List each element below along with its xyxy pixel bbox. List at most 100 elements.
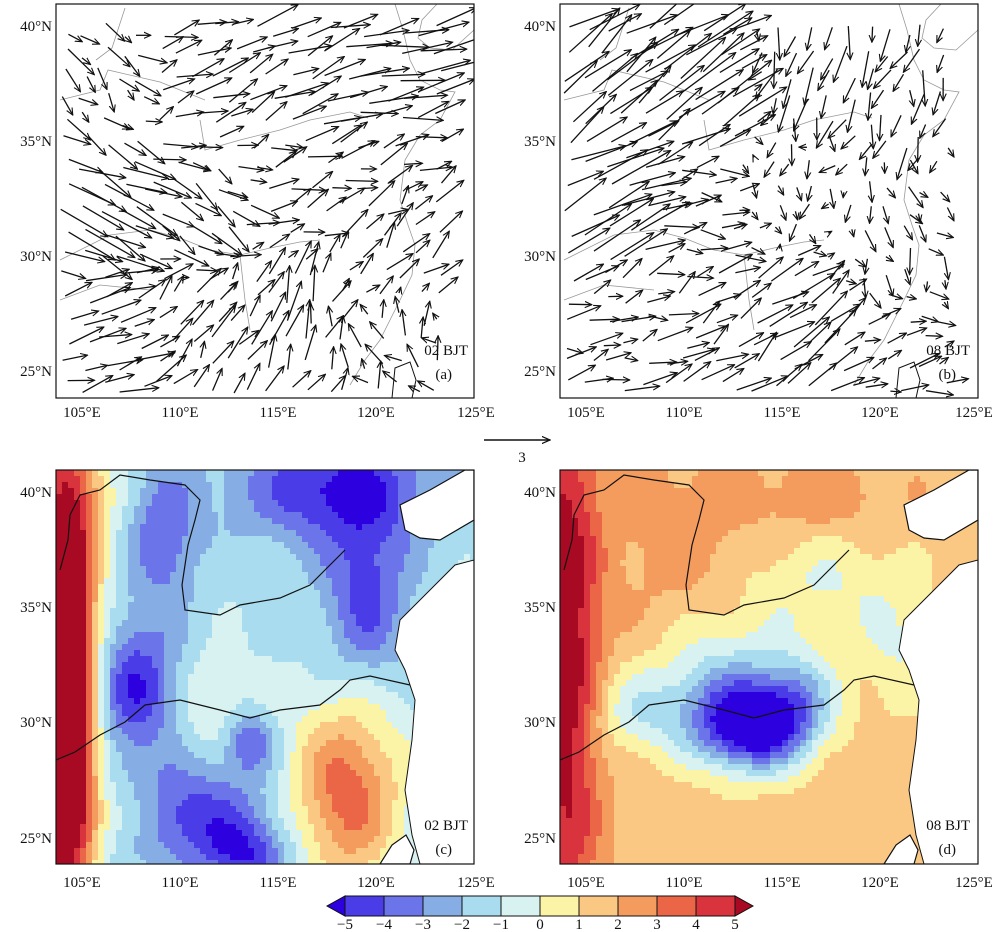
field-cell	[404, 830, 411, 837]
field-cell	[116, 650, 123, 657]
field-cell	[92, 770, 99, 777]
field-cell	[170, 584, 177, 591]
field-cell	[392, 608, 399, 615]
wind-vector	[62, 355, 88, 361]
field-cell	[374, 512, 381, 519]
field-cell	[332, 638, 339, 645]
field-cell	[410, 596, 417, 603]
field-cell	[134, 734, 141, 741]
wind-vector	[918, 24, 920, 47]
wind-vector	[265, 366, 285, 392]
field-cell	[200, 524, 207, 531]
field-cell	[314, 668, 321, 675]
field-cell	[200, 470, 207, 477]
field-cell	[128, 644, 135, 651]
field-cell	[158, 524, 165, 531]
field-cell	[314, 674, 321, 681]
field-cell	[74, 674, 81, 681]
field-cell	[86, 716, 93, 723]
field-cell	[338, 692, 345, 699]
panel-b: 105°E 110°E 115°E 120°E 125°E 25°N 30°N …	[524, 3, 993, 421]
field-cell	[236, 626, 243, 633]
field-cell	[278, 728, 285, 735]
field-cell	[344, 746, 351, 753]
field-cell	[200, 602, 207, 609]
field-cell	[62, 848, 69, 855]
field-cell	[182, 620, 189, 627]
field-cell	[194, 638, 201, 645]
wind-vector	[349, 68, 391, 80]
wind-vector	[249, 54, 273, 74]
wind-vector	[828, 253, 834, 257]
field-cell	[80, 656, 87, 663]
field-cell	[164, 734, 171, 741]
field-cell	[248, 494, 255, 501]
field-cell	[266, 650, 273, 657]
field-cell	[326, 506, 333, 513]
field-cell	[56, 716, 63, 723]
field-cell	[392, 668, 399, 675]
field-cell	[158, 668, 165, 675]
field-cell	[200, 572, 207, 579]
field-cell	[290, 692, 297, 699]
field-cell	[152, 758, 159, 765]
wind-vector	[324, 60, 366, 77]
field-cell	[344, 794, 351, 801]
field-cell	[176, 674, 183, 681]
field-cell	[140, 686, 147, 693]
field-cell	[398, 806, 405, 813]
field-cell	[230, 728, 237, 735]
field-cell	[200, 776, 207, 783]
field-cell	[206, 608, 213, 615]
field-cell	[128, 740, 135, 747]
field-cell	[338, 650, 345, 657]
field-cell	[98, 662, 105, 669]
field-cell	[170, 506, 177, 513]
field-cell	[62, 758, 69, 765]
wind-vector	[310, 76, 342, 96]
field-cell	[302, 524, 309, 531]
wind-vector	[383, 371, 398, 383]
field-cell	[128, 524, 135, 531]
wind-vector	[588, 8, 620, 48]
field-cell	[158, 656, 165, 663]
field-cell	[236, 542, 243, 549]
field-cell	[278, 788, 285, 795]
field-cell	[266, 716, 273, 723]
field-cell	[308, 596, 315, 603]
field-cell	[194, 482, 201, 489]
field-cell	[290, 524, 297, 531]
field-cell	[98, 512, 105, 519]
field-cell	[380, 620, 387, 627]
field-cell	[110, 644, 117, 651]
field-cell	[362, 686, 369, 693]
field-cell	[302, 482, 309, 489]
field-cell	[92, 542, 99, 549]
field-cell	[68, 794, 75, 801]
field-cell	[422, 536, 429, 543]
field-cell	[332, 722, 339, 729]
field-cell	[284, 770, 291, 777]
field-cell	[158, 728, 165, 735]
field-cell	[80, 470, 87, 477]
field-cell	[116, 572, 123, 579]
field-cell	[122, 668, 129, 675]
field-cell	[98, 764, 105, 771]
field-cell	[266, 602, 273, 609]
field-cell	[164, 482, 171, 489]
field-cell	[266, 512, 273, 519]
field-cell	[218, 476, 225, 483]
field-cell	[290, 668, 297, 675]
field-cell	[68, 716, 75, 723]
field-cell	[236, 818, 243, 825]
field-cell	[254, 854, 261, 861]
field-cell	[362, 632, 369, 639]
field-cell	[338, 782, 345, 789]
wind-vector	[784, 36, 797, 57]
field-cell	[428, 584, 435, 591]
field-cell	[236, 494, 243, 501]
field-cell	[128, 752, 135, 759]
field-cell	[410, 590, 417, 597]
field-cell	[98, 692, 105, 699]
wind-vector	[215, 102, 246, 123]
